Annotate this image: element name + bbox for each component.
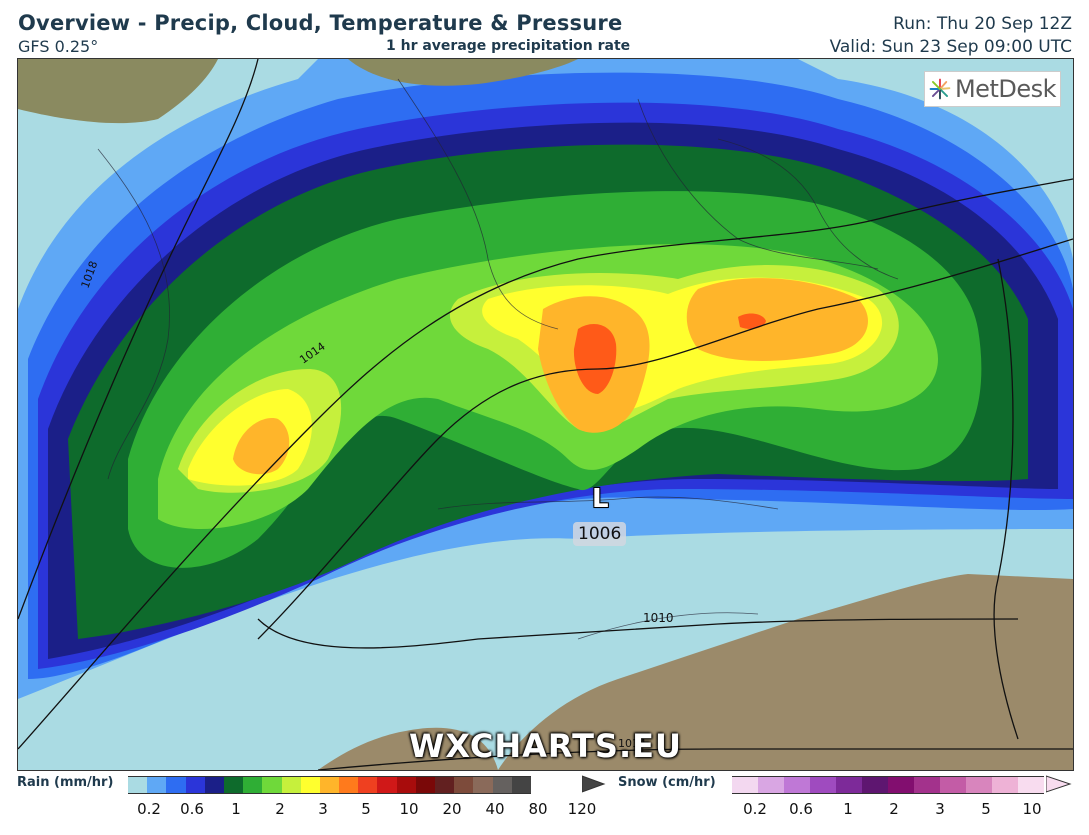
rain-tick-label: 2 (275, 800, 285, 818)
rain-color-swatch (492, 776, 512, 794)
chart-title: Overview - Precip, Cloud, Temperature & … (18, 11, 623, 35)
run-time: Run: Thu 20 Sep 12Z (893, 14, 1072, 34)
rain-colorbar (128, 776, 531, 794)
metdesk-logo-text: MetDesk (954, 75, 1057, 103)
snow-tick-label: 1 (843, 800, 853, 818)
rain-color-swatch (223, 776, 244, 794)
snow-tick-label: 0.2 (743, 800, 767, 818)
rain-tick-label: 40 (485, 800, 505, 818)
snow-color-swatch (966, 776, 992, 794)
snow-color-swatch (1018, 776, 1044, 794)
rain-colorbar-arrow (582, 775, 606, 793)
rain-tick-label: 80 (528, 800, 548, 818)
snow-color-swatch (888, 776, 914, 794)
rain-color-swatch (147, 776, 167, 794)
rain-tick-label: 20 (442, 800, 462, 818)
rain-tick-label: 0.6 (180, 800, 204, 818)
snow-legend-label: Snow (cm/hr) (618, 775, 716, 790)
low-pressure-symbol: L (592, 484, 609, 514)
rain-tick-label: 3 (318, 800, 328, 818)
snow-color-swatch (758, 776, 784, 794)
rain-color-swatch (204, 776, 224, 794)
wxcharts-watermark: WXCHARTS.EU (409, 727, 682, 765)
snow-color-swatch (810, 776, 836, 794)
rain-color-swatch (473, 776, 493, 794)
low-pressure-value: 1006 (573, 522, 627, 546)
rain-color-swatch (396, 776, 416, 794)
metdesk-flower-icon (929, 78, 951, 100)
rain-tick-label: 0.2 (137, 800, 161, 818)
rain-color-swatch (243, 776, 263, 794)
rain-color-swatch (319, 776, 340, 794)
rain-color-swatch (166, 776, 186, 794)
rain-color-swatch (281, 776, 301, 794)
snow-tick-label: 5 (981, 800, 991, 818)
rain-color-swatch (377, 776, 397, 794)
rain-color-swatch (358, 776, 378, 794)
snow-color-swatch (992, 776, 1018, 794)
rain-tick-label: 5 (361, 800, 371, 818)
rain-legend-label: Rain (mm/hr) (17, 775, 114, 790)
snow-tick-label: 10 (1022, 800, 1042, 818)
rain-color-swatch (435, 776, 455, 794)
snow-colorbar-arrow (1046, 775, 1072, 793)
snow-tick-label: 2 (889, 800, 899, 818)
rain-color-swatch (454, 776, 474, 794)
precip-field (18, 59, 1073, 770)
rain-color-swatch (339, 776, 359, 794)
snow-color-swatch (862, 776, 888, 794)
rain-tick-label: 120 (567, 800, 597, 818)
rain-color-swatch (300, 776, 320, 794)
rain-color-swatch (415, 776, 435, 794)
snow-tick-label: 0.6 (789, 800, 813, 818)
snow-tick-label: 3 (935, 800, 945, 818)
rain-color-swatch (185, 776, 205, 794)
snow-color-swatch (784, 776, 810, 794)
chart-subtitle: 1 hr average precipitation rate (386, 38, 631, 54)
valid-time: Valid: Sun 23 Sep 09:00 UTC (829, 37, 1072, 57)
metdesk-logo: MetDesk (924, 71, 1061, 107)
snow-color-swatch (836, 776, 862, 794)
snow-color-swatch (940, 776, 966, 794)
rain-color-swatch (128, 776, 148, 794)
rain-color-swatch (262, 776, 282, 794)
snow-colorbar (732, 776, 1044, 794)
snow-color-swatch (732, 776, 758, 794)
model-label: GFS 0.25° (18, 37, 99, 56)
rain-color-swatch (511, 776, 531, 794)
weather-map[interactable]: MetDesk L 1006 1018 1014 1010 1014 WXCHA… (17, 58, 1074, 771)
rain-tick-label: 1 (231, 800, 241, 818)
snow-color-swatch (914, 776, 940, 794)
rain-tick-label: 10 (399, 800, 419, 818)
